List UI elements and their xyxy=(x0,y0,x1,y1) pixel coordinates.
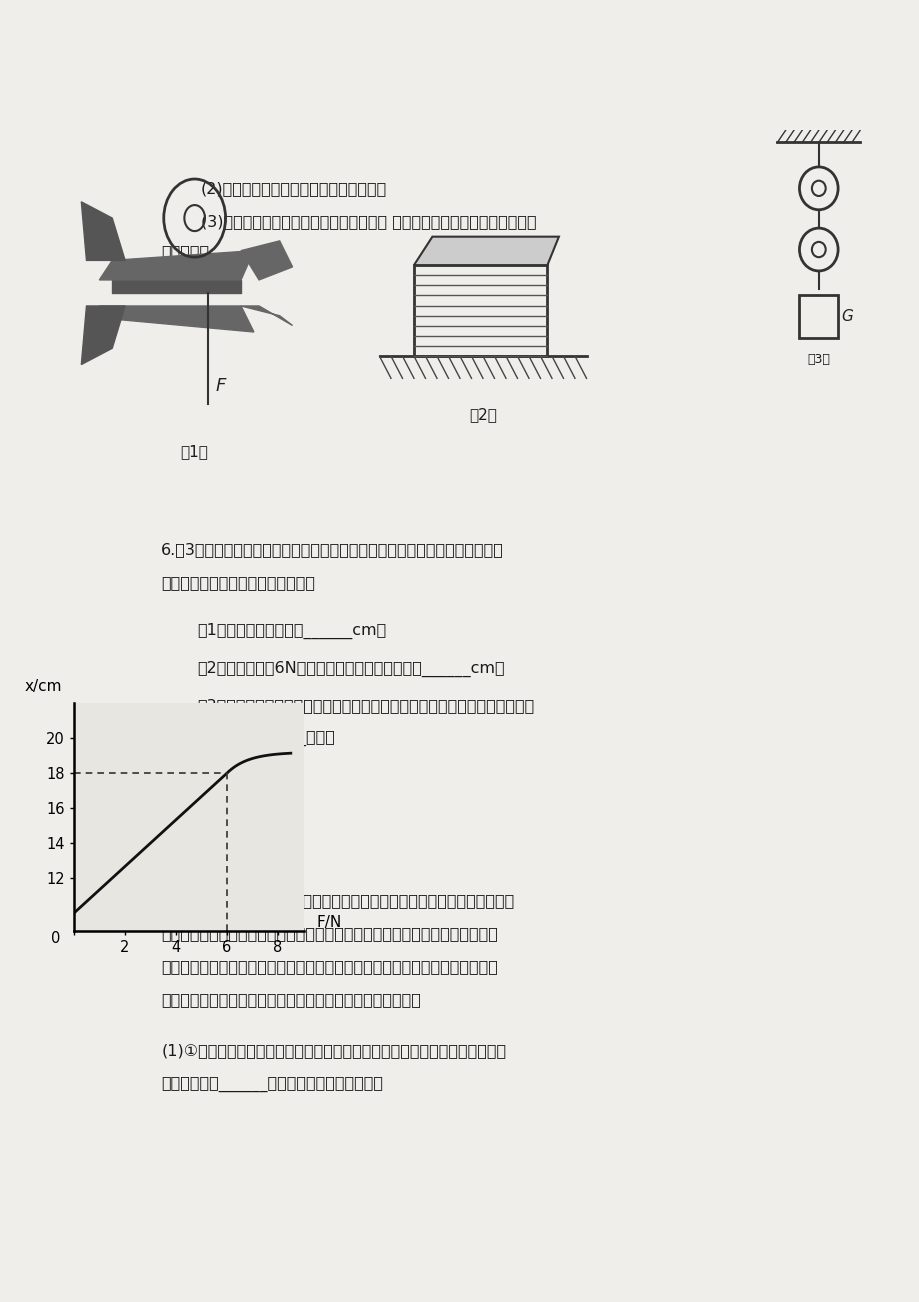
Polygon shape xyxy=(414,237,559,266)
Text: 重生锈，小明只能利用天平了。老师又帮他找了量筒、两个完全相同的烧杯、细: 重生锈，小明只能利用天平了。老师又帮他找了量筒、两个完全相同的烧杯、细 xyxy=(161,960,498,974)
Text: （1）: （1） xyxy=(180,444,209,458)
Polygon shape xyxy=(81,202,125,260)
Polygon shape xyxy=(81,306,125,365)
Text: F: F xyxy=(215,376,225,395)
Polygon shape xyxy=(99,250,254,280)
Text: 6.（3分）某同学在探究弹簧的特点时，得出了弹簧受到的拉力与弹簧的长度的: 6.（3分）某同学在探究弹簧的特点时，得出了弹簧受到的拉力与弹簧的长度的 xyxy=(161,542,504,557)
Polygon shape xyxy=(99,306,254,332)
Text: 线、滴管等器材。小明稍加思考，决定用以下方法进行实验：: 线、滴管等器材。小明稍加思考，决定用以下方法进行实验： xyxy=(161,992,421,1008)
Text: G: G xyxy=(840,310,852,324)
Text: 到的拉力越大，弹簧的______越长。: 到的拉力越大，弹簧的______越长。 xyxy=(161,730,335,746)
Polygon shape xyxy=(241,241,292,280)
Text: (1)①将天平放在水平台上，游码拨至左端零刻度线处，若发现此时指针如图甲: (1)①将天平放在水平台上，游码拨至左端零刻度线处，若发现此时指针如图甲 xyxy=(161,1043,506,1059)
Text: 重和摩擦）: 重和摩擦） xyxy=(161,245,210,259)
Text: 0: 0 xyxy=(51,931,61,947)
Text: 关系如右图所示，请回答下列问题：: 关系如右图所示，请回答下列问题： xyxy=(161,575,315,590)
Text: 密度，于是在老师的带领下去了综合实验室。由于存放不当，天平附带的码码严: 密度，于是在老师的带领下去了综合实验室。由于存放不当，天平附带的码码严 xyxy=(161,926,498,941)
Text: F/N: F/N xyxy=(316,915,341,930)
Text: x/cm: x/cm xyxy=(24,680,62,694)
Text: （2）: （2） xyxy=(469,408,496,422)
Bar xyxy=(414,266,547,357)
Text: （3）: （3） xyxy=(807,353,829,366)
Text: (3)用滑轮组提升重物，请在图中画出拉力 的绳子的绕法。（不计动滑轮、绳: (3)用滑轮组提升重物，请在图中画出拉力 的绳子的绕法。（不计动滑轮、绳 xyxy=(200,215,536,229)
Text: （1）这根弹簧的原长是______cm。: （1）这根弹簧的原长是______cm。 xyxy=(197,622,386,638)
Polygon shape xyxy=(241,306,292,326)
Text: (2)画出图中的字典对桌面压力的示意图。: (2)画出图中的字典对桌面压力的示意图。 xyxy=(200,181,386,197)
Text: （3）分析图像及有关数据，你可得出的结论是：在弹簧的弹性限度内，弹簧受: （3）分析图像及有关数据，你可得出的结论是：在弹簧的弹性限度内，弹簧受 xyxy=(197,698,534,712)
Text: 所示，则应向______调节平衡联母使天平平衡。: 所示，则应向______调节平衡联母使天平平衡。 xyxy=(161,1077,383,1092)
Text: 17.（5分）小明在后山上捡了一块非常重要的大理石，他非常想知道这块石头的: 17.（5分）小明在后山上捡了一块非常重要的大理石，他非常想知道这块石头的 xyxy=(161,893,514,907)
Bar xyxy=(799,296,837,339)
Text: （2）弹簧在受到6N的拉力时，弹簧比原来伸长了______cm。: （2）弹簧在受到6N的拉力时，弹簧比原来伸长了______cm。 xyxy=(197,660,505,677)
